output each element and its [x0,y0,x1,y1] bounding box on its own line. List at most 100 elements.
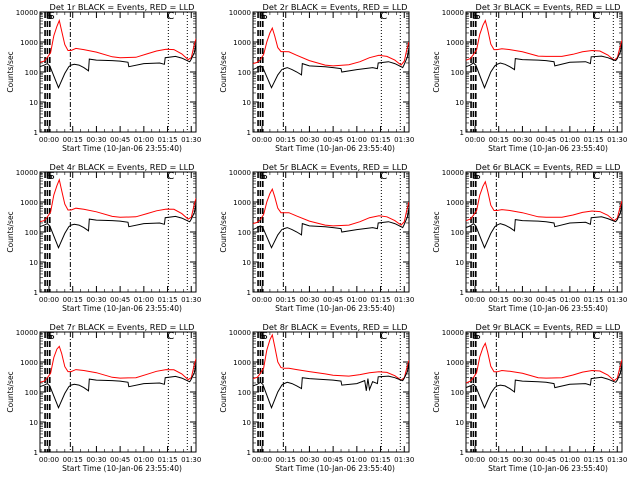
chart-panel: Det 5r BLACK = Events, RED = LLD 1 10 100 10… [219,162,414,313]
x-axis-label: Start Time (10-Jan-06 23:55:40) [488,464,608,473]
y-tick-label: 10000 [442,9,464,17]
y-tick-label: 100 [238,69,251,77]
curves [466,341,622,409]
x-tick-label: 01:00 [347,456,367,464]
chart-title: Det 4r BLACK = Events, RED = LLD [50,162,195,172]
plot-frame [465,11,623,133]
series-events-line [253,47,409,89]
plot-frame [39,11,197,133]
chart-title: Det 8r BLACK = Events, RED = LLD [263,322,408,332]
marker-letter: S [261,171,267,182]
y-axis-label: Counts/sec [219,211,228,252]
x-tick-label: 01:00 [134,136,154,144]
x-tick-label: 00:15 [63,456,83,464]
x-tick-label: 01:00 [560,136,580,144]
marker-letter: S [259,331,265,342]
chart-panel: Det 2r BLACK = Events, RED = LLD 1 10 100 10… [219,2,414,153]
curves [40,178,196,249]
x-tick-label: 00:00 [465,296,485,304]
x-tick-label: 00:30 [512,296,532,304]
curves [253,187,409,249]
x-tick-label: 01:00 [347,136,367,144]
x-tick-label: 00:15 [276,456,296,464]
x-axis-label: Start Time (10-Jan-06 23:55:40) [275,144,395,153]
series-events-line [40,43,196,89]
x-tick-label: 00:15 [276,296,296,304]
curves [466,180,622,249]
x-tick-label: 00:00 [465,136,485,144]
x-tick-label: 00:15 [489,456,509,464]
y-tick-label: 1000 [20,199,38,207]
x-tick-label: 00:00 [465,456,485,464]
x-tick-label: 00:45 [323,136,343,144]
y-tick-label: 100 [238,389,251,397]
x-tick-label: 00:15 [276,136,296,144]
marker-letter: C [167,331,174,342]
marker-letter: S [261,331,267,342]
y-tick-label: 1 [460,449,464,457]
y-tick-label: 1000 [233,359,251,367]
x-tick-label: 00:45 [536,456,556,464]
y-tick-label: 100 [25,389,38,397]
x-tick-label: 00:15 [489,296,509,304]
y-tick-label: 10 [29,419,38,427]
y-tick-label: 10 [242,259,251,267]
series-events-line [253,362,409,410]
marker-letter: C [380,331,387,342]
series-lld-line [466,341,622,384]
x-tick-label: 00:00 [252,296,272,304]
y-tick-label: 100 [451,69,464,77]
y-tick-label: 1 [34,289,38,297]
x-tick-label: 01:15 [370,296,390,304]
y-tick-label: 10 [455,419,464,427]
x-tick-label: 01:15 [583,136,603,144]
marker-letter: C [380,11,387,22]
y-tick-label: 1 [460,289,464,297]
plot-frame [252,171,410,293]
curves [40,345,196,409]
chart-title: Det 6r BLACK = Events, RED = LLD [476,162,621,172]
curves [253,26,409,89]
marker-letter: S [472,331,478,342]
y-axis-label: Counts/sec [432,211,441,252]
x-tick-label: 01:15 [157,136,177,144]
marker-letter: S [259,171,265,182]
series-events-line [466,204,622,249]
x-tick-label: 01:15 [583,456,603,464]
x-tick-label: 00:15 [489,136,509,144]
chart-panel: Det 3r BLACK = Events, RED = LLD 1 10 100 10… [432,2,627,153]
plot-frame [252,11,410,133]
x-tick-label: 01:00 [560,296,580,304]
x-tick-label: 01:30 [607,296,627,304]
chart-title: Det 7r BLACK = Events, RED = LLD [50,322,195,332]
marker-letter: S [472,171,478,182]
y-axis-label: Counts/sec [219,371,228,412]
marker-letter: S [46,11,52,22]
y-tick-label: 1 [247,129,251,137]
y-tick-label: 10 [29,99,38,107]
x-tick-label: 00:00 [39,456,59,464]
x-axis-label: Start Time (10-Jan-06 23:55:40) [488,304,608,313]
x-tick-label: 00:30 [86,136,106,144]
series-events-line [253,207,409,249]
x-tick-label: 01:30 [394,136,414,144]
y-tick-label: 100 [238,229,251,237]
series-lld-line [466,180,622,222]
x-axis-label: Start Time (10-Jan-06 23:55:40) [488,144,608,153]
marker-letter: C [167,171,174,182]
y-tick-label: 1000 [233,199,251,207]
y-tick-label: 10000 [442,169,464,177]
series-events-line [40,363,196,409]
chart-title: Det 5r BLACK = Events, RED = LLD [263,162,408,172]
y-tick-label: 10000 [442,329,464,337]
y-axis-label: Counts/sec [6,51,15,92]
curves [253,333,409,410]
marker-letter: S [48,331,54,342]
y-tick-label: 10000 [16,329,38,337]
series-lld-line [40,18,196,63]
plot-frame [465,331,623,453]
chart-panel: Det 8r BLACK = Events, RED = LLD 1 10 100 10… [219,322,414,473]
y-tick-label: 1000 [20,359,38,367]
marker-letter: S [474,331,480,342]
x-tick-label: 01:30 [181,296,201,304]
